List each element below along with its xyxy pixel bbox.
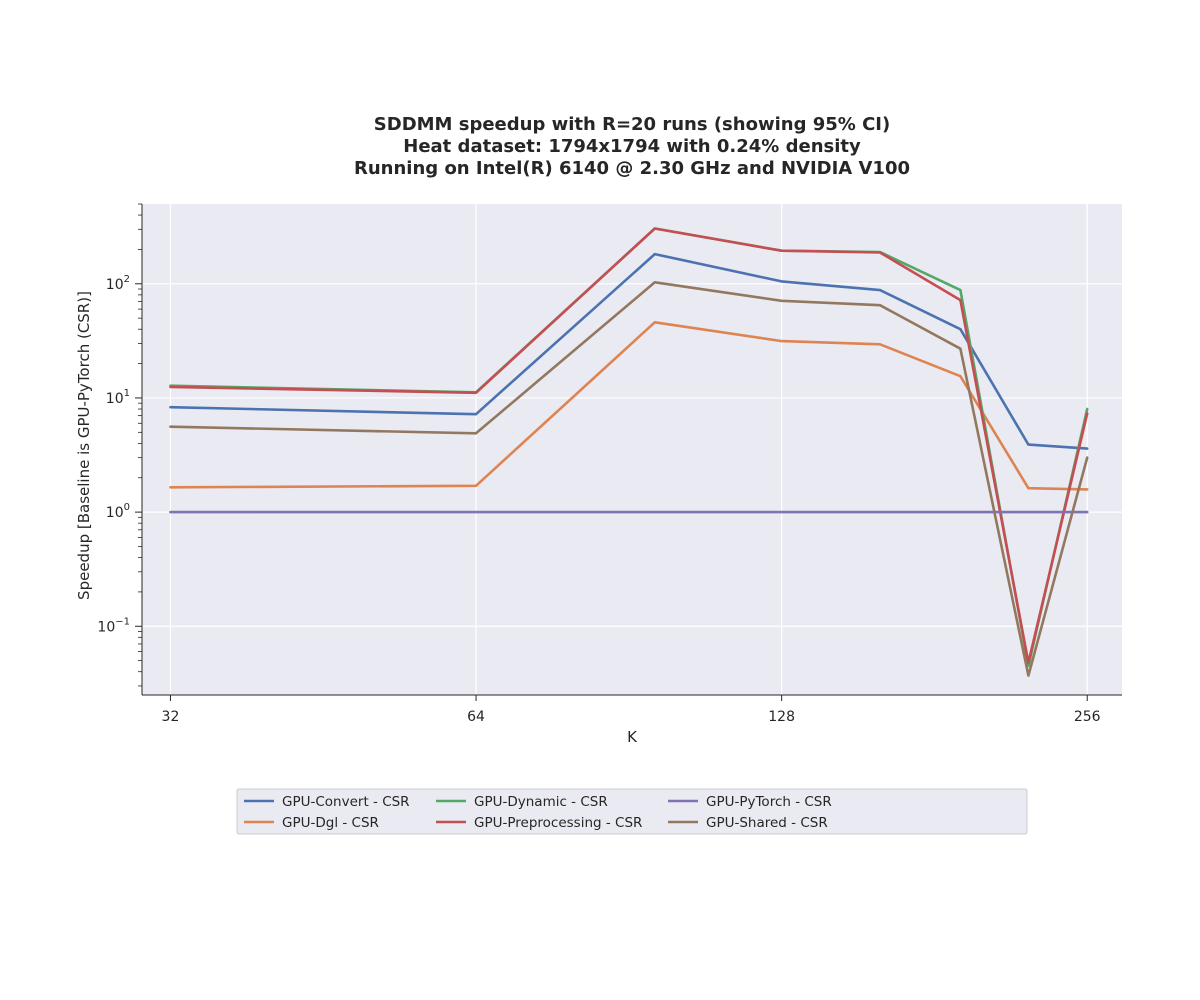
y-tick-label-exponent: −1 xyxy=(115,616,130,627)
y-tick-label: 101 xyxy=(106,388,130,407)
legend-item: GPU-Preprocessing - CSR xyxy=(436,815,642,831)
y-tick-label-exponent: 0 xyxy=(124,502,130,513)
chart-title-line: SDDMM speedup with R=20 runs (showing 95… xyxy=(374,114,890,135)
x-tick-label: 64 xyxy=(467,709,485,725)
legend-label: GPU-Shared - CSR xyxy=(706,815,828,831)
y-tick-label-base: 10 xyxy=(97,619,115,635)
chart-title-line: Heat dataset: 1794x1794 with 0.24% densi… xyxy=(403,136,861,157)
legend-box xyxy=(236,788,1028,835)
y-tick-label: 102 xyxy=(106,274,130,293)
y-tick-label: 10−1 xyxy=(97,616,130,635)
legend-item: GPU-PyTorch - CSR xyxy=(668,794,832,810)
legend-item: GPU-Shared - CSR xyxy=(668,815,828,831)
series-lines xyxy=(169,227,1089,677)
legend-label: GPU-Preprocessing - CSR xyxy=(474,815,642,831)
y-tick-label-base: 10 xyxy=(106,277,124,293)
legend-label: GPU-Dynamic - CSR xyxy=(474,794,608,810)
y-tick-label-base: 10 xyxy=(106,505,124,521)
plot-area xyxy=(142,204,1122,695)
legend-label: GPU-Dgl - CSR xyxy=(282,815,379,831)
axes xyxy=(141,204,1122,696)
x-tick-label: 128 xyxy=(768,709,795,725)
legend-label: GPU-Convert - CSR xyxy=(282,794,410,810)
legend-item: GPU-Dynamic - CSR xyxy=(436,794,608,810)
y-axis-label: Speedup [Baseline is GPU-PyTorch (CSR)] xyxy=(75,291,93,600)
series-line-gpu-dgl-csr xyxy=(169,320,1089,491)
x-tick-label: 256 xyxy=(1074,709,1101,725)
legend-label: GPU-PyTorch - CSR xyxy=(706,794,832,810)
y-tick-label-exponent: 2 xyxy=(124,274,130,285)
legend-item: GPU-Dgl - CSR xyxy=(244,815,379,831)
series-line-gpu-shared-csr xyxy=(169,280,1089,677)
legend: GPU-Convert - CSR GPU-Dgl - CSR GPU-Dynami… xyxy=(236,788,1028,835)
y-tick-label-exponent: 1 xyxy=(124,388,130,399)
series-line-gpu-convert-csr xyxy=(169,252,1089,450)
x-tick-label: 32 xyxy=(162,709,180,725)
series-line-gpu-preprocessing-csr xyxy=(169,227,1089,665)
chart-title: SDDMM speedup with R=20 runs (showing 95… xyxy=(354,114,910,179)
y-tick-label: 100 xyxy=(106,502,130,521)
y-tick-label-base: 10 xyxy=(106,391,124,407)
legend-item: GPU-Convert - CSR xyxy=(244,794,410,810)
x-axis-label: K xyxy=(627,728,638,746)
x-axis-ticks: 32 64 128 256 xyxy=(162,695,1101,725)
chart-title-line: Running on Intel(R) 6140 @ 2.30 GHz and … xyxy=(354,158,910,179)
